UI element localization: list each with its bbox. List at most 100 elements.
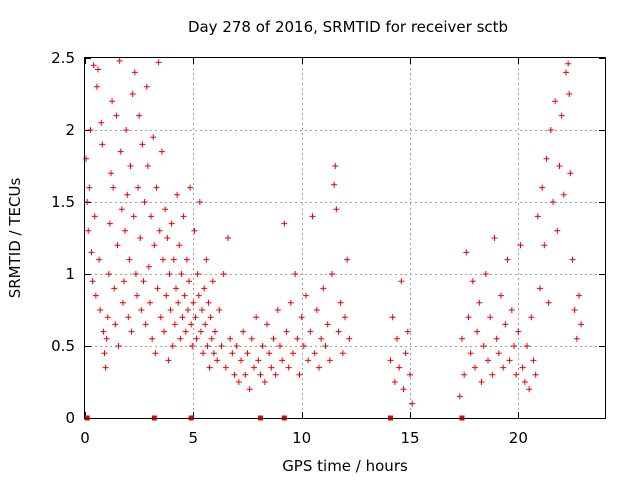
data-point: [168, 220, 175, 227]
points-layer: [83, 57, 585, 421]
data-point: [95, 66, 101, 73]
data-point: [521, 379, 528, 385]
data-point: [124, 191, 131, 198]
data-point: [552, 98, 559, 105]
data-point: [504, 256, 511, 263]
data-point: [171, 321, 178, 328]
data-point: [456, 393, 463, 400]
data-point: [190, 299, 197, 306]
data-point: [339, 350, 346, 357]
data-point: [141, 199, 148, 205]
data-point: [222, 364, 229, 371]
data-point: [246, 386, 253, 393]
data-point: [195, 292, 202, 299]
data-point: [203, 256, 210, 263]
y-tick-label: 1: [65, 265, 75, 283]
data-point: [129, 91, 136, 97]
data-point: [233, 343, 240, 349]
data-point: [148, 213, 155, 220]
data-point: [176, 242, 183, 249]
data-point: [227, 335, 234, 342]
data-point: [103, 335, 110, 342]
data-point: [482, 271, 489, 277]
data-point: [550, 199, 556, 205]
data-point: [157, 314, 164, 321]
data-point: [86, 184, 93, 191]
data-point: [387, 357, 394, 364]
x-tick-label: 10: [292, 429, 311, 447]
plot-frame: [84, 57, 606, 419]
data-point: [101, 350, 108, 357]
data-point: [106, 220, 113, 227]
data-point: [255, 357, 262, 364]
data-point: [459, 335, 465, 342]
data-point: [558, 112, 565, 119]
data-point: [472, 364, 478, 371]
data-point: [152, 350, 159, 357]
data-point: [105, 271, 112, 277]
data-point: [91, 213, 98, 220]
data-point: [268, 364, 275, 371]
data-point: [576, 292, 582, 299]
data-point: [489, 371, 496, 378]
data-point: [119, 299, 126, 306]
data-point: [154, 285, 161, 292]
data-point: [114, 242, 121, 249]
data-point: [137, 235, 144, 241]
data-point: [134, 292, 140, 299]
data-point: [113, 112, 120, 119]
data-point: [573, 335, 580, 342]
data-point: [125, 314, 132, 321]
data-point: [136, 112, 143, 119]
grid-layer: [85, 58, 605, 418]
data-point: [218, 343, 225, 349]
x-axis-label: GPS time / hours: [282, 457, 408, 475]
data-point: [130, 213, 137, 220]
data-point: [567, 170, 574, 177]
data-point: [109, 98, 116, 105]
data-point: [175, 299, 182, 306]
tick-layer: 0 5 10 15 20 0 0.5 1 1.5 2 2.5: [51, 49, 605, 447]
data-point: [161, 328, 168, 335]
data-point: [191, 227, 198, 234]
data-point: [208, 335, 215, 342]
data-point: [318, 335, 325, 342]
data-point: [571, 307, 578, 313]
data-point: [179, 314, 186, 321]
data-point: [216, 307, 223, 313]
data-point: [153, 184, 160, 191]
data-point: [344, 256, 351, 263]
data-point: [313, 307, 320, 313]
data-point: [151, 242, 158, 249]
y-tick-label: 0.5: [51, 337, 75, 355]
data-point: [402, 350, 409, 357]
data-point: [145, 263, 152, 270]
x-tick-label: 0: [80, 429, 90, 447]
data-point: [491, 235, 498, 241]
data-point: [526, 386, 533, 393]
data-point: [578, 321, 585, 328]
y-tick-label: 1.5: [51, 193, 75, 211]
data-point: [225, 235, 231, 241]
data-point: [394, 335, 400, 342]
data-point: [122, 227, 129, 234]
data-point: [309, 213, 316, 220]
data-point: [158, 148, 165, 155]
data-point: [126, 256, 133, 263]
data-point: [144, 163, 151, 169]
data-point: [296, 371, 303, 378]
data-point: [556, 163, 563, 169]
data-point: [511, 343, 517, 349]
data-point: [342, 314, 348, 321]
data-point: [199, 307, 205, 313]
data-point: [290, 350, 296, 357]
data-point: [164, 235, 171, 241]
data-point: [391, 379, 398, 385]
data-point: [264, 321, 270, 328]
data-point: [480, 343, 487, 349]
data-point: [200, 350, 207, 357]
data-point: [493, 335, 500, 342]
data-point: [174, 191, 181, 198]
data-point: [287, 299, 294, 306]
